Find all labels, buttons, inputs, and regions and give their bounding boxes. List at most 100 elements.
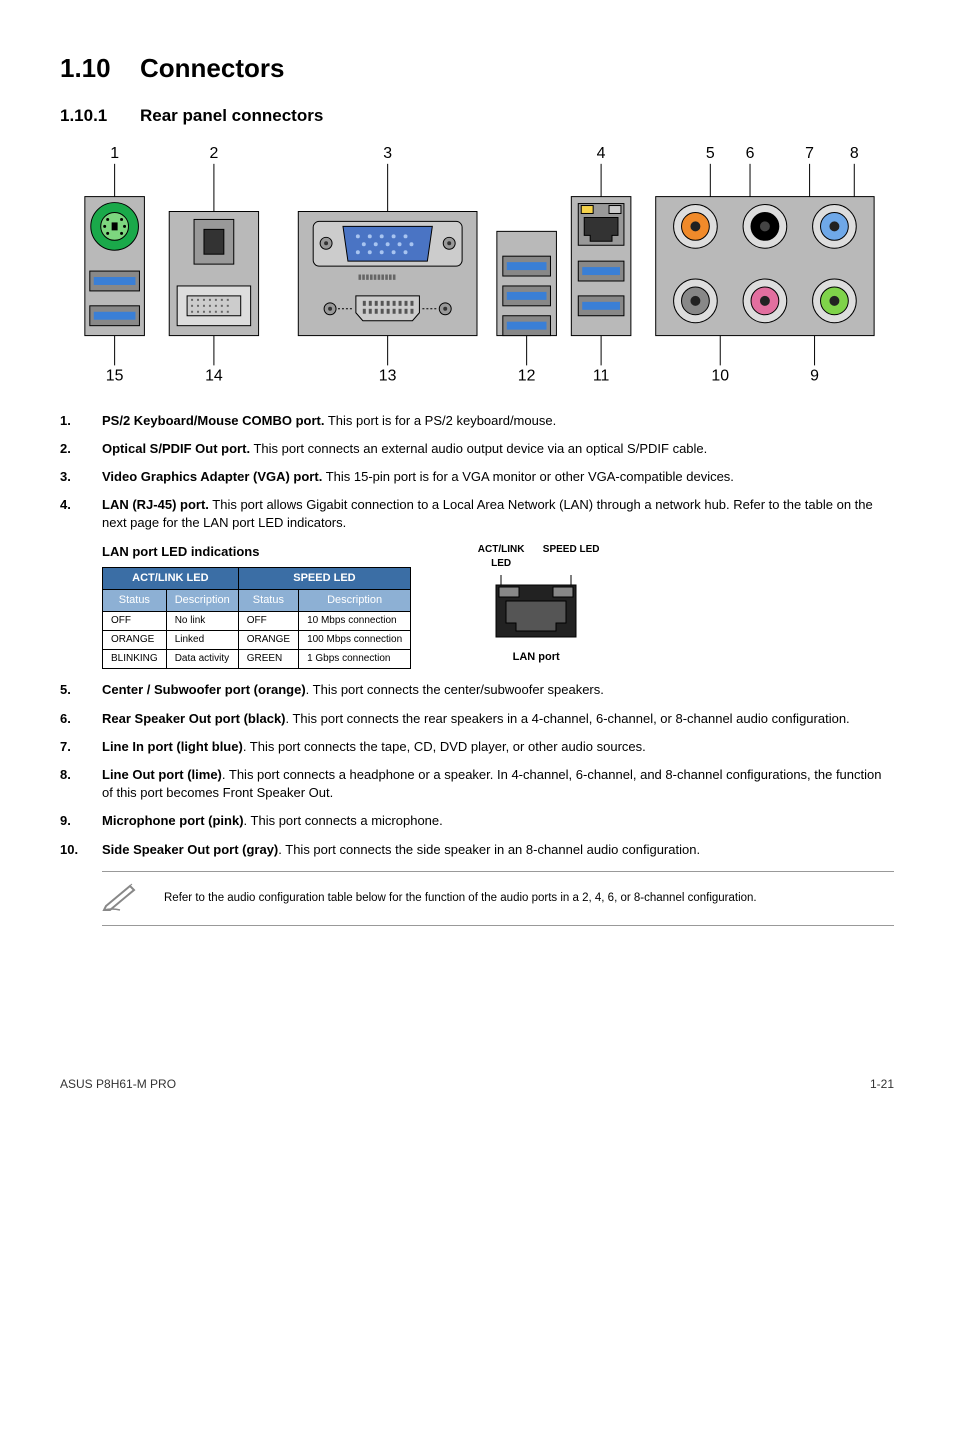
item-label: Rear Speaker Out port (black) [102,711,286,726]
item-text: . This port connects the side speaker in… [278,842,700,857]
item-label: PS/2 Keyboard/Mouse COMBO port. [102,413,324,428]
diagram-label-13: 13 [379,367,397,384]
item-number: 2. [60,440,102,458]
block-vga-hdmi: ▮▮▮▮▮▮▮▮▮▮ [298,212,477,336]
item-label: Line Out port (lime) [102,767,222,782]
item-number: 6. [60,710,102,728]
section-number: 1.10 [60,50,140,86]
list-item: 6. Rear Speaker Out port (black). This p… [60,710,894,728]
actlink-led-label: ACT/LINK LED [471,543,531,571]
diagram-label-1: 1 [110,145,119,162]
diagram-label-12: 12 [518,367,536,384]
lan-port-icon [471,571,601,641]
diagram-label-3: 3 [383,145,392,162]
footer-right: 1-21 [870,1076,894,1093]
block-lan-usb [571,197,631,336]
led-sub-desc2: Description [299,590,411,612]
diagram-svg: 1 2 3 4 5 6 7 8 [60,142,894,390]
list-item: 10. Side Speaker Out port (gray). This p… [60,841,894,859]
led-section: LAN port LED indications ACT/LINK LED SP… [102,543,894,670]
item-label: Side Speaker Out port (gray) [102,842,278,857]
item-content: Optical S/PDIF Out port. This port conne… [102,440,894,458]
diagram-label-5: 5 [706,145,715,162]
diagram-label-4: 4 [597,145,606,162]
item-label: Microphone port (pink) [102,813,244,828]
diagram-label-7: 7 [805,145,814,162]
list-item: 9. Microphone port (pink). This port con… [60,812,894,830]
pencil-icon [102,880,140,917]
subsection-heading: 1.10.1Rear panel connectors [60,104,894,128]
item-number: 8. [60,766,102,802]
item-number: 5. [60,681,102,699]
list-item: 3. Video Graphics Adapter (VGA) port. Th… [60,468,894,486]
list-item: 7. Line In port (light blue). This port … [60,738,894,756]
list-item: 2. Optical S/PDIF Out port. This port co… [60,440,894,458]
item-number: 10. [60,841,102,859]
subsection-title: Rear panel connectors [140,106,323,125]
cell: 10 Mbps connection [299,612,411,631]
cell: OFF [238,612,298,631]
cell: Data activity [166,650,238,669]
block-audio [656,197,874,336]
note-text: Refer to the audio configuration table b… [164,890,757,906]
item-label: Video Graphics Adapter (VGA) port. [102,469,322,484]
cell: GREEN [238,650,298,669]
item-number: 7. [60,738,102,756]
page-footer: ASUS P8H61-M PRO 1-21 [60,1076,894,1093]
item-content: Center / Subwoofer port (orange). This p… [102,681,894,699]
led-table-wrapper: LAN port LED indications ACT/LINK LED SP… [102,543,411,670]
item-text: This 15-pin port is for a VGA monitor or… [322,469,734,484]
diagram-label-11: 11 [593,367,610,384]
led-sub-status2: Status [238,590,298,612]
diagram-label-2: 2 [209,145,218,162]
rear-panel-diagram: 1 2 3 4 5 6 7 8 [60,142,894,395]
item-number: 1. [60,412,102,430]
item-content: Video Graphics Adapter (VGA) port. This … [102,468,894,486]
diagram-label-15: 15 [106,367,124,384]
item-text: . This port connects the tape, CD, DVD p… [243,739,646,754]
lan-port-visual: ACT/LINK LED SPEED LED LAN port [471,543,601,666]
item-label: Line In port (light blue) [102,739,243,754]
item-text: . This port connects a microphone. [244,813,443,828]
diagram-label-9: 9 [810,367,819,384]
section-title: Connectors [140,53,284,83]
block-usb-stack-1 [497,232,557,336]
item-text: . This port connects the center/subwoofe… [306,682,604,697]
block-spdif-dvi [169,212,258,336]
item-label: Optical S/PDIF Out port. [102,441,250,456]
led-caption: LAN port LED indications [102,543,411,561]
item-content: Line Out port (lime). This port connects… [102,766,894,802]
connector-list-1: 1. PS/2 Keyboard/Mouse COMBO port. This … [60,412,894,533]
diagram-label-10: 10 [711,367,729,384]
cell: OFF [103,612,167,631]
cell: ORANGE [238,631,298,650]
cell: BLINKING [103,650,167,669]
lan-port-label: LAN port [471,650,601,665]
cell: 100 Mbps connection [299,631,411,650]
item-number: 4. [60,496,102,532]
led-sub-desc: Description [166,590,238,612]
list-item: 5. Center / Subwoofer port (orange). Thi… [60,681,894,699]
footer-left: ASUS P8H61-M PRO [60,1076,176,1093]
item-content: Microphone port (pink). This port connec… [102,812,894,830]
cell: 1 Gbps connection [299,650,411,669]
item-content: Side Speaker Out port (gray). This port … [102,841,894,859]
block-ps2-usb [85,197,145,336]
note-box: Refer to the audio configuration table b… [102,871,894,926]
item-text: This port connects an external audio out… [250,441,707,456]
diagram-label-14: 14 [205,367,223,384]
table-row: BLINKING Data activity GREEN 1 Gbps conn… [103,650,411,669]
subsection-number: 1.10.1 [60,104,140,128]
speed-led-label: SPEED LED [541,543,601,571]
cell: No link [166,612,238,631]
led-table: ACT/LINK LED SPEED LED Status Descriptio… [102,567,411,670]
item-text: This port allows Gigabit connection to a… [102,497,873,530]
list-item: 1. PS/2 Keyboard/Mouse COMBO port. This … [60,412,894,430]
svg-text:▮▮▮▮▮▮▮▮▮▮: ▮▮▮▮▮▮▮▮▮▮ [358,274,396,281]
led-sub-status: Status [103,590,167,612]
item-text: . This port connects the rear speakers i… [286,711,850,726]
section-heading: 1.10Connectors [60,50,894,86]
led-header-speed: SPEED LED [238,567,410,589]
item-label: Center / Subwoofer port (orange) [102,682,306,697]
led-header-actlink: ACT/LINK LED [103,567,239,589]
